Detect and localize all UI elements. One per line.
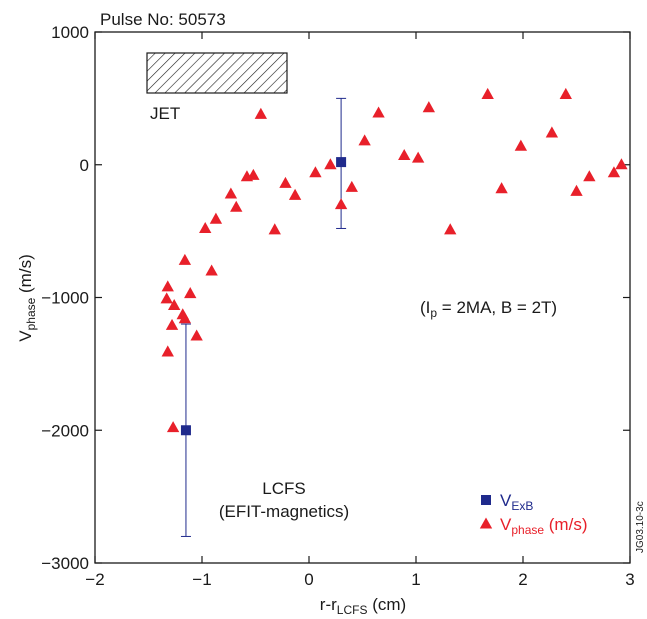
phase-point [372,106,385,118]
phase-point [199,221,212,234]
x-tick-label: 2 [518,570,527,589]
legend: VExB Vphase (m/s) [479,491,587,537]
phase-point [247,168,260,180]
phase-point [345,180,358,192]
phase-point [411,151,425,163]
phase-point [495,182,508,194]
phase-point [165,318,179,330]
phase-point [559,87,572,99]
phase-point [334,198,348,210]
phase-point [254,107,268,119]
lcfs-source-label: (EFIT-magnetics) [219,502,349,521]
x-tick-label: 1 [411,570,420,589]
phase-point [268,223,281,235]
y-tick-label: 0 [80,156,89,175]
phase-point [178,312,192,324]
phase-point [583,170,596,182]
phase-point [209,212,223,224]
jet-hatched-box [146,52,288,94]
phase-point [178,253,192,265]
x-axis: −2 −1 0 1 2 3 [85,32,635,589]
phase-point [160,292,173,304]
phase-point [358,134,371,146]
x-tick-label: 0 [304,570,313,589]
figure-id: JG03.10-3c [635,501,646,553]
phase-point [168,298,181,311]
x-tick-label: −2 [85,570,104,589]
phase-point [288,188,302,200]
y-tick-label: −2000 [41,421,89,440]
legend-label-exb: VExB [500,491,533,513]
exb-point [336,157,347,168]
y-tick-label: −3000 [41,554,89,573]
phase-point [570,184,583,196]
phase-point [615,158,628,170]
error-bars [180,97,347,537]
chart-header: Pulse No: 50573 [100,10,226,29]
phase-point [279,176,292,188]
phase-point [422,101,436,113]
y-tick-label: −1000 [41,289,89,308]
y-axis-label: Vphase (m/s) [16,254,38,341]
phase-point [444,223,457,235]
phase-point [184,287,197,299]
phase-point [545,126,559,138]
phase-point [230,200,243,212]
phase-point [161,280,174,292]
phase-point [514,139,528,151]
phase-point [309,166,322,178]
phase-point [161,345,174,357]
phase-point [324,158,337,170]
x-tick-label: −1 [192,570,211,589]
y-tick-label: 1000 [51,23,89,42]
x-axis-label: r-rLCFS (cm) [320,595,406,617]
phase-point [607,166,621,178]
y-axis: −3000 −2000 −1000 0 1000 [41,23,630,573]
phase-point [205,264,218,276]
phase-point [166,421,180,433]
phase-point [398,148,411,161]
legend-label-phase: Vphase (m/s) [500,515,587,537]
exb-point [180,425,191,436]
data-markers [160,87,628,436]
conditions-annotation: (Ip = 2MA, B = 2T) [420,298,557,320]
phase-point [190,329,203,341]
phase-point [481,87,494,99]
legend-symbol-exb [481,495,491,505]
phase-point [224,187,238,199]
lcfs-label: LCFS [262,479,305,498]
jet-label: JET [150,104,180,123]
legend-symbol-phase [479,517,493,529]
x-tick-label: 3 [625,570,634,589]
